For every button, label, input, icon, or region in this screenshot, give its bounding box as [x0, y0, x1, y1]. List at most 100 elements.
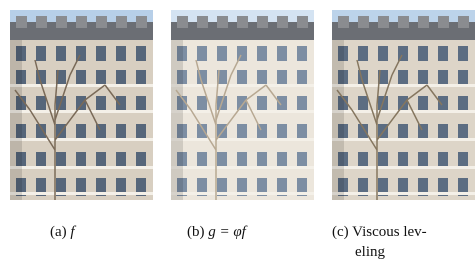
- window: [458, 152, 468, 167]
- window: [36, 46, 46, 61]
- window: [277, 96, 287, 111]
- dormer: [116, 16, 127, 28]
- window: [36, 96, 46, 111]
- window: [297, 124, 307, 139]
- dormer: [16, 16, 27, 28]
- balcony: [332, 84, 475, 87]
- facade: [332, 40, 475, 200]
- balcony: [171, 192, 314, 195]
- caption-text: Viscous lev-: [352, 224, 427, 240]
- window: [358, 96, 368, 111]
- balcony: [10, 138, 153, 141]
- caption-c-line2: eling: [355, 242, 385, 259]
- window: [418, 152, 428, 167]
- balcony: [171, 138, 314, 141]
- window: [297, 70, 307, 85]
- window: [136, 46, 146, 61]
- balcony: [332, 166, 475, 169]
- dormer: [358, 16, 369, 28]
- photo-c: [332, 10, 475, 200]
- dormer: [177, 16, 188, 28]
- window: [217, 46, 227, 61]
- window: [358, 152, 368, 167]
- window: [116, 70, 126, 85]
- window: [257, 96, 267, 111]
- caption-b: (b) g = φf: [187, 222, 246, 242]
- window: [237, 96, 247, 111]
- window: [418, 70, 428, 85]
- photo-a: [10, 10, 153, 200]
- balcony: [171, 84, 314, 87]
- dormer: [76, 16, 87, 28]
- window: [116, 96, 126, 111]
- window: [277, 46, 287, 61]
- window: [438, 124, 448, 139]
- window: [136, 70, 146, 85]
- dormer: [438, 16, 449, 28]
- window: [237, 70, 247, 85]
- window: [277, 152, 287, 167]
- facade: [10, 40, 153, 200]
- window: [257, 70, 267, 85]
- window: [398, 70, 408, 85]
- balcony: [10, 192, 153, 195]
- dormer: [36, 16, 47, 28]
- window: [458, 70, 468, 85]
- window: [257, 46, 267, 61]
- facade: [171, 40, 314, 200]
- window: [116, 46, 126, 61]
- dormer: [378, 16, 389, 28]
- window: [76, 70, 86, 85]
- window: [378, 46, 388, 61]
- photo-b: [171, 10, 314, 200]
- window: [297, 96, 307, 111]
- window: [398, 152, 408, 167]
- window: [378, 152, 388, 167]
- dormer: [458, 16, 469, 28]
- dormer: [338, 16, 349, 28]
- window: [418, 46, 428, 61]
- window: [136, 96, 146, 111]
- window: [76, 96, 86, 111]
- window: [197, 46, 207, 61]
- caption-a: (a) f: [50, 222, 75, 242]
- window: [398, 124, 408, 139]
- balcony: [10, 84, 153, 87]
- dormer: [56, 16, 67, 28]
- shadow-column: [171, 40, 183, 200]
- caption-text: g = φf: [208, 224, 246, 240]
- window: [438, 152, 448, 167]
- window: [398, 96, 408, 111]
- caption-label: (c): [332, 224, 349, 240]
- window: [136, 152, 146, 167]
- window: [438, 70, 448, 85]
- window: [56, 152, 66, 167]
- caption-label: (b): [187, 224, 205, 240]
- window: [96, 96, 106, 111]
- balcony: [332, 192, 475, 195]
- shadow-column: [332, 40, 344, 200]
- window: [418, 96, 428, 111]
- dormer: [257, 16, 268, 28]
- window: [458, 96, 468, 111]
- balcony: [171, 166, 314, 169]
- window: [197, 152, 207, 167]
- window: [76, 124, 86, 139]
- window: [297, 152, 307, 167]
- window: [96, 70, 106, 85]
- window: [96, 152, 106, 167]
- balcony: [10, 166, 153, 169]
- caption-label: (a): [50, 224, 67, 240]
- caption-text: eling: [355, 244, 385, 259]
- dormer: [96, 16, 107, 28]
- dormer: [277, 16, 288, 28]
- dormer: [197, 16, 208, 28]
- window: [76, 152, 86, 167]
- window: [297, 46, 307, 61]
- window: [237, 152, 247, 167]
- dormer: [136, 16, 147, 28]
- window: [438, 96, 448, 111]
- window: [116, 152, 126, 167]
- shadow-column: [10, 40, 22, 200]
- dormer: [237, 16, 248, 28]
